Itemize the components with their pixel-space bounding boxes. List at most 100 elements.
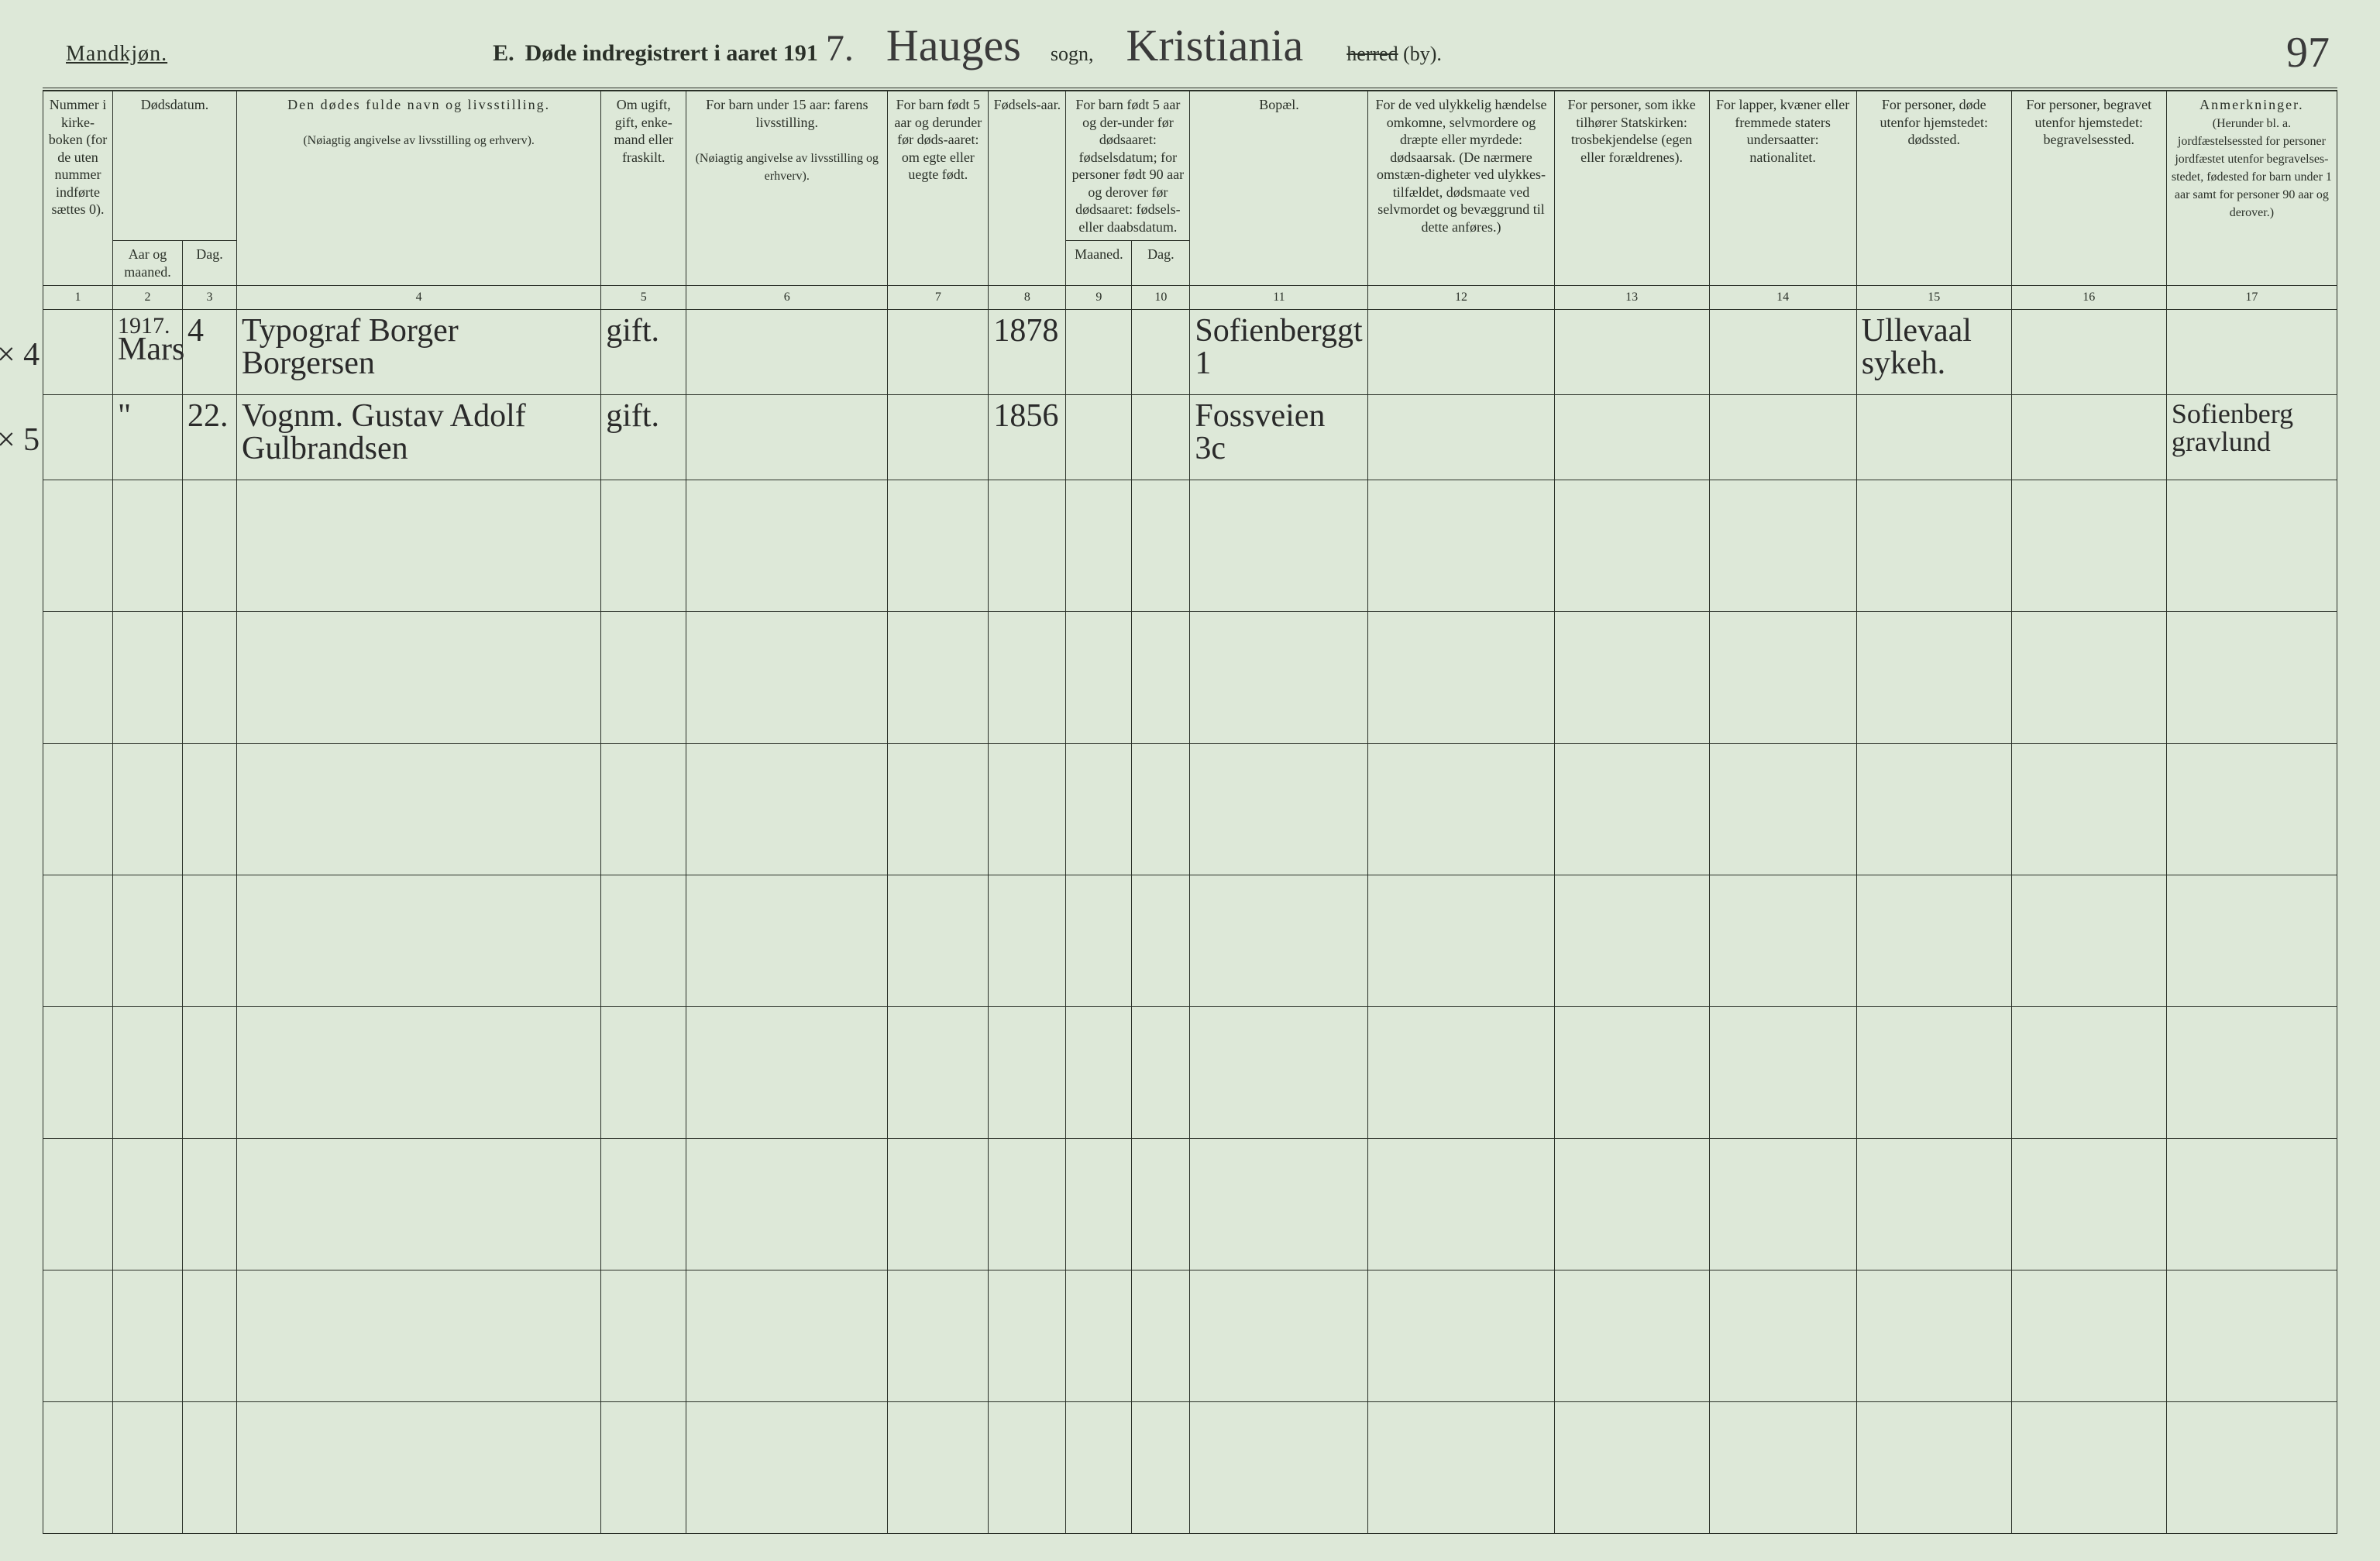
colnum-1: 1 <box>43 286 113 310</box>
col-header-6: For barn under 15 aar: farens livsstilli… <box>686 91 888 286</box>
col-header-13: For personer, som ikke tilhører Statskir… <box>1554 91 1709 286</box>
colnum-16: 16 <box>2011 286 2166 310</box>
cell-14 <box>1709 395 1856 480</box>
cell-residence: Fossveien 3c <box>1190 395 1368 480</box>
cell-day: 4 <box>183 310 237 395</box>
col-header-2: Aar og maaned. <box>113 241 183 286</box>
cell-birthyear: 1856 <box>989 395 1066 480</box>
col4-sub: (Nøiagtig angivelse av livsstilling og e… <box>303 134 535 147</box>
table-row-empty <box>43 1139 2337 1270</box>
colnum-9: 9 <box>1066 286 1132 310</box>
colnum-12: 12 <box>1368 286 1554 310</box>
col-header-14: For lapper, kvæner eller fremmede stater… <box>1709 91 1856 286</box>
col-header-15: For personer, døde utenfor hjemstedet: d… <box>1856 91 2011 286</box>
residence-hw: Fossveien 3c <box>1195 398 1325 466</box>
margin-mark: × 5 <box>0 421 40 459</box>
colnum-7: 7 <box>888 286 989 310</box>
cell-month: " <box>113 395 183 480</box>
cell-7 <box>888 310 989 395</box>
col6-top: For barn under 15 aar: farens livsstilli… <box>706 97 868 130</box>
table-row-empty <box>43 1007 2337 1139</box>
cell-6 <box>686 395 888 480</box>
cell-month: 1917. Mars <box>113 310 183 395</box>
cell-remarks <box>2166 310 2337 395</box>
table-body: × 4 1917. Mars 4 Typograf Borger Borgers… <box>43 310 2337 1534</box>
page-number: 97 <box>2286 31 2330 74</box>
col4-top: Den dødes fulde navn og livsstilling. <box>287 97 550 112</box>
cell-6 <box>686 310 888 395</box>
title-block: E. Døde indregistrert i aaret 191 7. Hau… <box>493 23 1442 68</box>
cell-residence: Sofienberggt 1 <box>1190 310 1368 395</box>
month-hw: " <box>118 398 131 434</box>
cell-16 <box>2011 395 2166 480</box>
month-hw: Mars <box>118 332 184 367</box>
birthyear-hw: 1878 <box>993 313 1058 349</box>
col-header-dodsdatum: Dødsdatum. <box>113 91 237 241</box>
cell-birthyear: 1878 <box>989 310 1066 395</box>
table-head: Nummer i kirke-boken (for de uten nummer… <box>43 91 2337 310</box>
col-header-3: Dag. <box>183 241 237 286</box>
cell-marital: gift. <box>601 395 686 480</box>
col-header-7: For barn født 5 aar og derunder før døds… <box>888 91 989 286</box>
residence-hw: Sofienberggt 1 <box>1195 313 1362 381</box>
colnum-4: 4 <box>237 286 601 310</box>
marital-hw: gift. <box>606 398 659 434</box>
table-row-empty <box>43 744 2337 875</box>
col-header-8: Fødsels-aar. <box>989 91 1066 286</box>
cell-day: 22. <box>183 395 237 480</box>
herred-tail: (by). <box>1403 43 1442 65</box>
colnum-15: 15 <box>1856 286 2011 310</box>
colnum-3: 3 <box>183 286 237 310</box>
col-header-5: Om ugift, gift, enke-mand eller fraskilt… <box>601 91 686 286</box>
cell-name: Typograf Borger Borgersen <box>237 310 601 395</box>
cell-12 <box>1368 310 1554 395</box>
day-hw: 4 <box>187 313 204 349</box>
cell-deathplace: Ullevaal sykeh. <box>1856 310 2011 395</box>
herred-strike: herred <box>1346 43 1398 65</box>
colnum-6: 6 <box>686 286 888 310</box>
col-header-9-10: For barn født 5 aar og der-under før død… <box>1066 91 1190 241</box>
cell-9 <box>1066 395 1132 480</box>
section-letter: E. <box>493 40 514 67</box>
cell-9 <box>1066 310 1132 395</box>
col-header-12: For de ved ulykkelig hændelse omkomne, s… <box>1368 91 1554 286</box>
title-text: Døde indregistrert i aaret 191 <box>525 40 818 67</box>
cell-10 <box>1132 395 1190 480</box>
col-header-16: For personer, begravet utenfor hjemstede… <box>2011 91 2166 286</box>
herred-label: herred (by). <box>1346 43 1442 66</box>
col17-top: Anmerkninger. <box>2199 97 2303 112</box>
col-header-9: Maaned. <box>1066 241 1132 286</box>
cell-deathplace <box>1856 395 2011 480</box>
table-row-empty <box>43 1402 2337 1534</box>
sogn-label: sogn, <box>1051 43 1094 66</box>
table-row-empty <box>43 875 2337 1007</box>
sogn-handwritten: Hauges <box>886 23 1021 68</box>
colnum-8: 8 <box>989 286 1066 310</box>
cell-12 <box>1368 395 1554 480</box>
name-hw: Vognm. Gustav Adolf Gulbrandsen <box>242 398 526 466</box>
day-hw: 22. <box>187 398 229 434</box>
cell-marital: gift. <box>601 310 686 395</box>
cell-13 <box>1554 310 1709 395</box>
colnum-2: 2 <box>113 286 183 310</box>
ledger-page: 97 Mandkjøn. E. Døde indregistrert i aar… <box>19 23 2361 1538</box>
colnum-5: 5 <box>601 286 686 310</box>
cell-entryno: × 5 <box>43 395 113 480</box>
cell-7 <box>888 395 989 480</box>
col-header-11: Bopæl. <box>1190 91 1368 286</box>
colnum-13: 13 <box>1554 286 1709 310</box>
colnum-11: 11 <box>1190 286 1368 310</box>
colnum-17: 17 <box>2166 286 2337 310</box>
colnum-10: 10 <box>1132 286 1190 310</box>
birthyear-hw: 1856 <box>993 398 1058 434</box>
table-row-empty <box>43 480 2337 612</box>
cell-remarks: Sofienberg gravlund <box>2166 395 2337 480</box>
column-number-row: 1 2 3 4 5 6 7 8 9 10 11 12 13 14 15 16 1… <box>43 286 2337 310</box>
table-row: × 5 " 22. Vognm. Gustav Adolf Gulbrandse… <box>43 395 2337 480</box>
cell-10 <box>1132 310 1190 395</box>
remarks-hw: Sofienberg gravlund <box>2172 398 2293 457</box>
name-hw: Typograf Borger Borgersen <box>242 313 459 381</box>
marital-hw: gift. <box>606 313 659 349</box>
header-row: Mandkjøn. E. Døde indregistrert i aaret … <box>19 23 2361 68</box>
title-year-handwritten: 7. <box>826 30 854 67</box>
